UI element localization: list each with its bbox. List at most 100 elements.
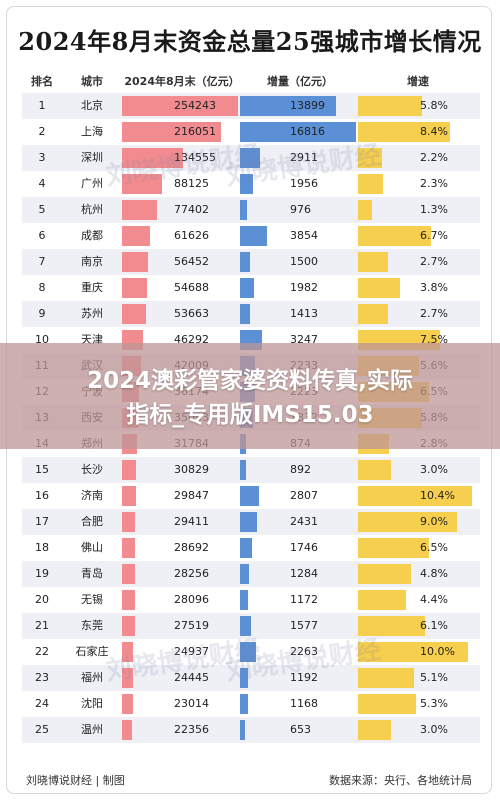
- increase-bar: [240, 694, 249, 714]
- table-row: 24 沈阳 23014 1168 5.3%: [22, 691, 480, 717]
- growth-bar: [358, 200, 373, 220]
- rank-cell: 10: [35, 333, 49, 346]
- growth-bar: [358, 564, 411, 584]
- growth-bar: [358, 226, 432, 246]
- city-cell: 天津: [81, 333, 103, 346]
- table-header: 排名 城市 2024年8月末（亿元） 增量（亿元） 增速: [22, 66, 480, 92]
- growth-bar: [358, 174, 384, 194]
- increase-value: 1192: [290, 671, 318, 684]
- city-cell: 无锡: [81, 593, 103, 606]
- total-bar: [122, 226, 151, 246]
- table-row: 22 石家庄 24937 2263 10.0%: [22, 639, 480, 665]
- rank-cell: 16: [35, 489, 49, 502]
- total-value: 24937: [174, 645, 209, 658]
- growth-bar: [358, 122, 451, 142]
- total-value: 216051: [174, 125, 216, 138]
- total-value: 29411: [174, 515, 209, 528]
- total-bar: [122, 694, 133, 714]
- increase-value: 16816: [290, 125, 325, 138]
- growth-value: 8.4%: [420, 125, 448, 138]
- rank-cell: 25: [35, 723, 49, 736]
- growth-value: 3.8%: [420, 281, 448, 294]
- rank-cell: 2: [38, 125, 46, 138]
- table-row: 20 无锡 28096 1172 4.4%: [22, 587, 480, 613]
- growth-bar: [358, 590, 407, 610]
- increase-bar: [240, 96, 336, 116]
- increase-bar: [240, 200, 247, 220]
- total-value: 54688: [174, 281, 209, 294]
- city-cell: 南京: [81, 255, 103, 268]
- banner-line-1: 2024澳彩管家婆资料传真,实际: [87, 368, 413, 394]
- total-bar: [122, 486, 136, 506]
- total-bar: [122, 616, 135, 636]
- city-cell: 温州: [81, 723, 103, 736]
- total-value: 53663: [174, 307, 209, 320]
- increase-value: 1982: [290, 281, 318, 294]
- growth-bar: [358, 460, 391, 480]
- increase-bar: [240, 642, 256, 662]
- city-cell: 青岛: [81, 567, 103, 580]
- increase-bar: [240, 616, 251, 636]
- city-cell: 合肥: [81, 515, 103, 528]
- rank-cell: 3: [38, 151, 46, 164]
- total-value: 23014: [174, 697, 209, 710]
- growth-bar: [358, 538, 430, 558]
- growth-value: 6.1%: [420, 619, 448, 632]
- city-cell: 佛山: [81, 541, 103, 554]
- total-bar: [122, 564, 135, 584]
- rank-cell: 23: [35, 671, 49, 684]
- growth-value: 3.0%: [420, 463, 448, 476]
- growth-value: 6.5%: [420, 541, 448, 554]
- table-row: 1 北京 254243 13899 5.8%: [22, 93, 480, 119]
- increase-bar: [240, 174, 254, 194]
- table-row: 5 杭州 77402 976 1.3%: [22, 197, 480, 223]
- rank-cell: 15: [35, 463, 49, 476]
- rank-cell: 9: [38, 307, 46, 320]
- table-row: 4 广州 88125 1956 2.3%: [22, 171, 480, 197]
- total-value: 88125: [174, 177, 209, 190]
- total-value: 61626: [174, 229, 209, 242]
- increase-value: 892: [290, 463, 311, 476]
- footer-source: 数据来源：央行、各地统计局: [329, 774, 472, 787]
- increase-value: 1956: [290, 177, 318, 190]
- city-cell: 重庆: [81, 281, 103, 294]
- growth-value: 10.4%: [420, 489, 455, 502]
- rank-cell: 8: [38, 281, 46, 294]
- rank-cell: 24: [35, 697, 49, 710]
- increase-value: 13899: [290, 99, 325, 112]
- increase-bar: [240, 148, 261, 168]
- table-row: 19 青岛 28256 1284 4.8%: [22, 561, 480, 587]
- total-bar: [122, 252, 148, 272]
- growth-value: 1.3%: [420, 203, 448, 216]
- total-value: 46292: [174, 333, 209, 346]
- table-row: 8 重庆 54688 1982 3.8%: [22, 275, 480, 301]
- table-row: 9 苏州 53663 1413 2.7%: [22, 301, 480, 327]
- total-value: 30829: [174, 463, 209, 476]
- increase-value: 1413: [290, 307, 318, 320]
- increase-bar: [240, 304, 250, 324]
- total-bar: [122, 590, 135, 610]
- increase-value: 2911: [290, 151, 318, 164]
- growth-value: 2.7%: [420, 255, 448, 268]
- growth-value: 2.3%: [420, 177, 448, 190]
- total-bar: [122, 668, 134, 688]
- banner-line-2: 指标_专用版IMS15.03: [126, 402, 374, 428]
- city-cell: 深圳: [81, 151, 103, 164]
- growth-value: 4.8%: [420, 567, 448, 580]
- growth-value: 3.0%: [420, 723, 448, 736]
- rank-cell: 19: [35, 567, 49, 580]
- header-increase: 增量（亿元）: [267, 75, 333, 88]
- table-row: 2 上海 216051 16816 8.4%: [22, 119, 480, 145]
- growth-bar: [358, 694, 417, 714]
- total-bar: [122, 304, 147, 324]
- total-value: 28096: [174, 593, 209, 606]
- increase-value: 3854: [290, 229, 318, 242]
- header-city: 城市: [81, 75, 103, 88]
- increase-value: 1746: [290, 541, 318, 554]
- increase-value: 653: [290, 723, 311, 736]
- city-cell: 成都: [81, 229, 103, 242]
- rank-cell: 22: [35, 645, 49, 658]
- header-total: 2024年8月末（亿元）: [124, 75, 240, 88]
- city-cell: 石家庄: [75, 645, 109, 658]
- growth-bar: [358, 642, 468, 662]
